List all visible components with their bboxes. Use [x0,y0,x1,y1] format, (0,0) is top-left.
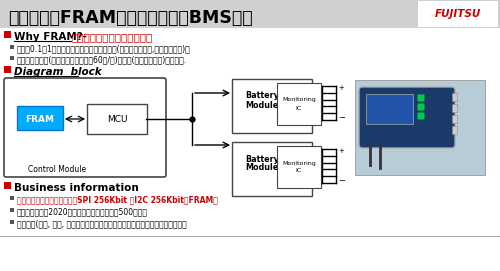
Text: 系统要监控短期(最后几个充电周期，60次/秒)和长期(整个电池寿命)电池性能.: 系统要监控短期(最后几个充电周期，60次/秒)和长期(整个电池寿命)电池性能. [17,56,187,64]
Text: 中国政府计划在2020年以前普及新能源汽车到500万辆。: 中国政府计划在2020年以前普及新能源汽车到500万辆。 [17,208,148,217]
FancyBboxPatch shape [418,112,424,120]
FancyBboxPatch shape [277,146,321,188]
FancyBboxPatch shape [232,79,312,133]
FancyBboxPatch shape [277,83,321,125]
FancyBboxPatch shape [10,45,14,49]
Text: Business information: Business information [14,183,139,193]
FancyBboxPatch shape [355,80,485,175]
FancyBboxPatch shape [418,1,498,27]
FancyBboxPatch shape [232,142,312,196]
Text: 系统每0.1或1秒，实时和连续地存储重要数据(电池单元的电压,电流和温度等)。: 系统每0.1或1秒，实时和连续地存储重要数据(电池单元的电压,电流和温度等)。 [17,44,191,53]
Text: +: + [338,85,344,91]
Text: 中国的一些客户已经开始使用SPI 256Kbit 和I2C 256Kbit的FRAM。: 中国的一些客户已经开始使用SPI 256Kbit 和I2C 256Kbit的FR… [17,195,218,205]
Text: Module: Module [245,101,278,109]
FancyBboxPatch shape [87,104,147,134]
FancyBboxPatch shape [452,104,457,112]
FancyBboxPatch shape [4,182,11,189]
Text: 应用举例：FRAM在电池管理系统BMS应用: 应用举例：FRAM在电池管理系统BMS应用 [8,9,252,27]
FancyBboxPatch shape [452,126,457,134]
FancyBboxPatch shape [418,104,424,111]
FancyBboxPatch shape [0,0,500,28]
FancyBboxPatch shape [10,56,14,60]
FancyBboxPatch shape [4,66,11,73]
Text: Battery: Battery [245,92,279,101]
Text: MCU: MCU [107,115,127,124]
Text: IC: IC [296,169,302,173]
FancyBboxPatch shape [4,31,11,38]
Text: +: + [338,148,344,154]
Text: Control Module: Control Module [28,166,86,175]
Text: Why FRAM?-: Why FRAM?- [14,32,87,42]
Text: FRAM: FRAM [26,115,54,124]
FancyBboxPatch shape [452,115,457,123]
FancyBboxPatch shape [10,208,14,212]
FancyBboxPatch shape [366,94,413,124]
FancyBboxPatch shape [359,87,455,148]
Text: Monitoring: Monitoring [282,98,316,102]
FancyBboxPatch shape [452,93,457,101]
Text: Module: Module [245,163,278,173]
Text: FUJITSU: FUJITSU [435,9,481,19]
FancyBboxPatch shape [10,220,14,224]
Text: Battery: Battery [245,154,279,163]
Text: 高烧写耐久性，高速写入操作: 高烧写耐久性，高速写入操作 [72,32,153,42]
Text: 主要国家(法国, 印度, 挪威和丹麦陆续发表减少燃油汽车，大力发展新能源汽车。: 主要国家(法国, 印度, 挪威和丹麦陆续发表减少燃油汽车，大力发展新能源汽车。 [17,220,187,228]
FancyBboxPatch shape [4,78,166,177]
Text: Monitoring: Monitoring [282,160,316,166]
FancyBboxPatch shape [17,106,63,130]
FancyBboxPatch shape [418,95,424,102]
FancyBboxPatch shape [10,196,14,200]
Text: −: − [338,114,345,122]
Text: Diagram  block: Diagram block [14,67,102,77]
Text: IC: IC [296,105,302,111]
Text: −: − [338,176,345,186]
